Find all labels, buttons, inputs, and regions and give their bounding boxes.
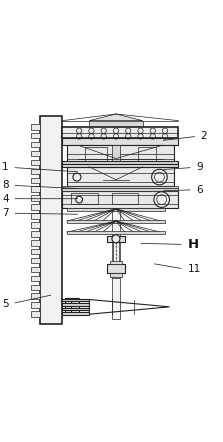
Bar bbox=[62, 127, 178, 138]
Bar bbox=[31, 231, 40, 236]
Text: 9: 9 bbox=[196, 163, 203, 172]
Bar bbox=[138, 148, 156, 161]
Bar bbox=[31, 213, 40, 219]
Bar bbox=[31, 160, 40, 165]
Bar bbox=[112, 208, 120, 319]
Bar bbox=[71, 193, 98, 204]
Bar bbox=[113, 269, 119, 278]
Bar bbox=[67, 208, 165, 210]
Bar bbox=[31, 195, 40, 201]
Circle shape bbox=[112, 235, 120, 243]
Bar bbox=[62, 186, 178, 188]
Bar bbox=[31, 187, 40, 192]
Bar bbox=[31, 142, 40, 148]
Polygon shape bbox=[89, 114, 143, 121]
Text: 5: 5 bbox=[2, 298, 9, 309]
Text: 11: 11 bbox=[187, 264, 200, 274]
Bar bbox=[31, 178, 40, 183]
Bar bbox=[31, 204, 40, 210]
Circle shape bbox=[76, 196, 83, 203]
Bar bbox=[31, 151, 40, 156]
Bar bbox=[62, 312, 89, 315]
Bar bbox=[113, 241, 119, 270]
Bar bbox=[65, 298, 72, 315]
Bar bbox=[112, 193, 138, 204]
Bar bbox=[31, 267, 40, 272]
Bar bbox=[62, 299, 89, 301]
Text: 7: 7 bbox=[2, 208, 9, 218]
Bar bbox=[62, 161, 178, 164]
Bar bbox=[31, 258, 40, 263]
Bar bbox=[31, 276, 40, 281]
Bar bbox=[31, 133, 40, 138]
Bar bbox=[85, 148, 107, 161]
Bar bbox=[62, 191, 178, 208]
Bar bbox=[62, 188, 178, 191]
Bar bbox=[67, 167, 174, 187]
Bar bbox=[31, 302, 40, 308]
Bar bbox=[62, 303, 89, 306]
Bar bbox=[107, 264, 125, 274]
Circle shape bbox=[152, 169, 167, 185]
Bar bbox=[67, 220, 165, 223]
Bar bbox=[110, 274, 122, 277]
Bar bbox=[31, 311, 40, 317]
Bar bbox=[62, 138, 178, 145]
Circle shape bbox=[73, 173, 81, 181]
Text: 4: 4 bbox=[2, 194, 9, 204]
Bar bbox=[31, 222, 40, 228]
Bar bbox=[31, 124, 40, 130]
Bar bbox=[67, 231, 165, 234]
Bar bbox=[62, 308, 89, 310]
Text: 8: 8 bbox=[2, 180, 9, 191]
Bar bbox=[40, 116, 62, 324]
Circle shape bbox=[154, 192, 169, 207]
Bar bbox=[89, 121, 143, 127]
Text: 2: 2 bbox=[201, 131, 207, 141]
Bar bbox=[31, 240, 40, 245]
Text: 1: 1 bbox=[2, 163, 9, 172]
Bar bbox=[31, 293, 40, 299]
Bar bbox=[31, 249, 40, 255]
Bar bbox=[31, 285, 40, 290]
Bar bbox=[110, 261, 122, 264]
Bar bbox=[31, 168, 40, 174]
Bar bbox=[71, 298, 79, 315]
Bar bbox=[62, 164, 178, 167]
Text: H: H bbox=[187, 238, 198, 251]
Bar bbox=[107, 236, 125, 241]
Text: 6: 6 bbox=[196, 185, 203, 195]
Bar bbox=[67, 145, 174, 163]
Bar bbox=[112, 145, 120, 163]
